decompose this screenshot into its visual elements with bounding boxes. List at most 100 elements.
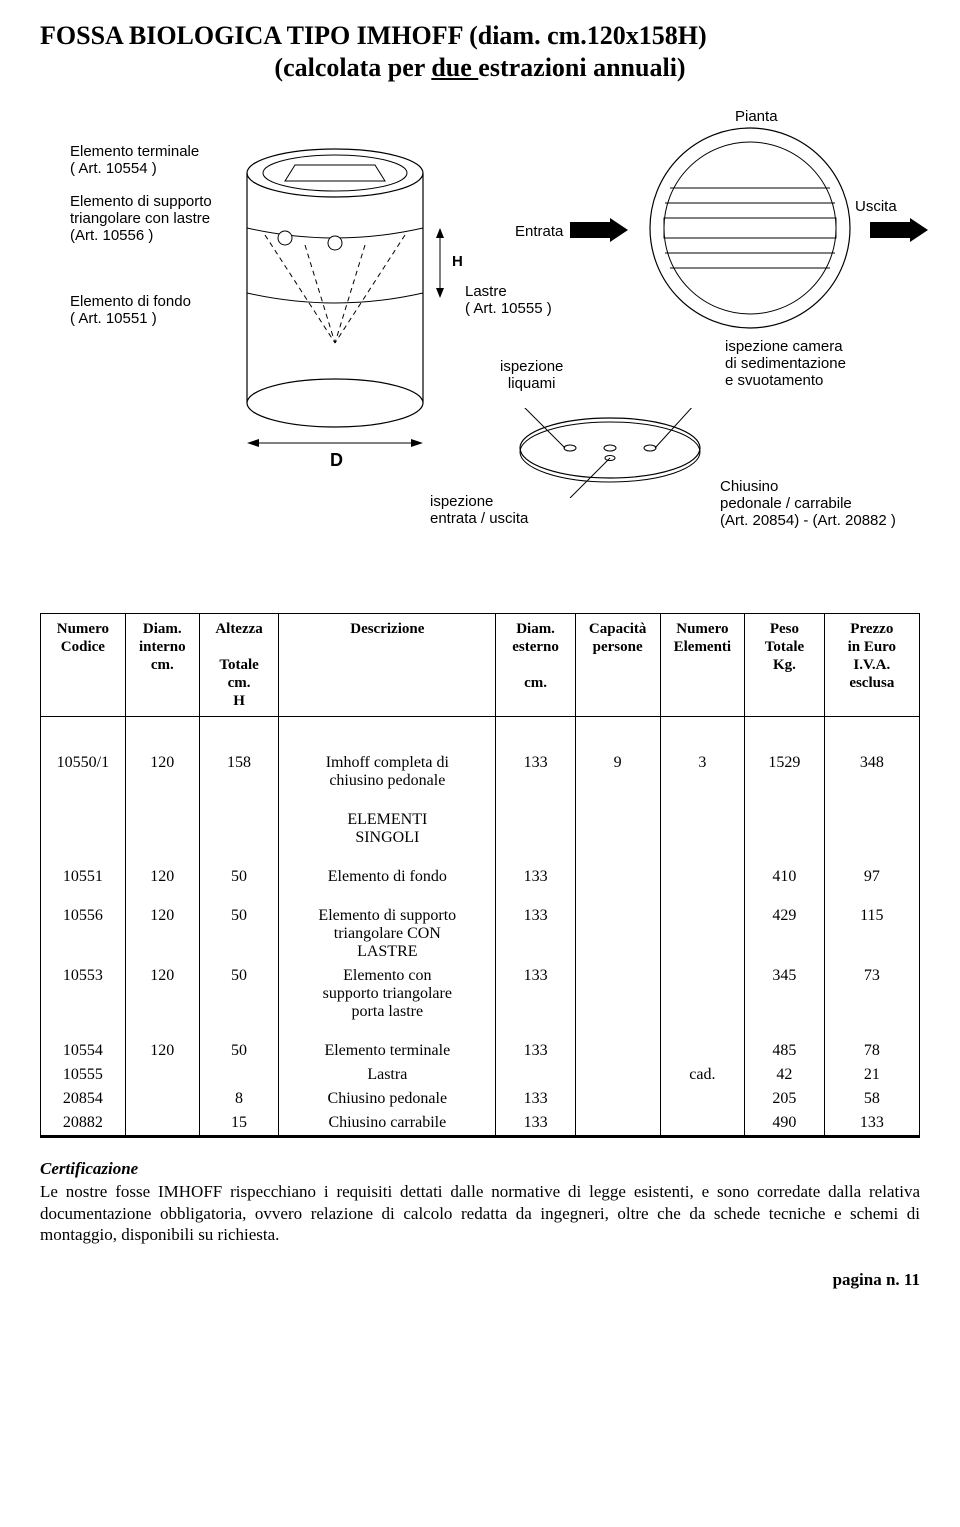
table-cell: Elemento di supporto triangolare CON LAS…: [279, 889, 496, 964]
table-cell: 50: [199, 964, 278, 1024]
table-cell: [575, 1063, 660, 1087]
table-cell: 50: [199, 850, 278, 889]
label-h: H: [452, 253, 463, 270]
table-cell: 490: [745, 1111, 824, 1137]
table-cell: cad.: [660, 1063, 745, 1087]
subtitle-underline: due: [431, 53, 478, 82]
table-cell: 133: [496, 1087, 575, 1111]
table-cell: [496, 793, 575, 850]
table-cell: 205: [745, 1087, 824, 1111]
table-cell: 73: [824, 964, 919, 1024]
certification: Certificazione Le nostre fosse IMHOFF ri…: [40, 1158, 920, 1245]
label-ispezione-liquami: ispezione liquami: [500, 358, 563, 393]
th-capacita: Capacità persone: [575, 613, 660, 716]
table-cell: 78: [824, 1024, 919, 1063]
label-pianta: Pianta: [735, 108, 778, 125]
table-cell: [125, 1087, 199, 1111]
table-cell: 348: [824, 736, 919, 793]
table-cell: [660, 850, 745, 889]
label-elem-terminale: Elemento terminale ( Art. 10554 ): [70, 143, 199, 178]
table-cell: [575, 793, 660, 850]
table-cell: 115: [824, 889, 919, 964]
cert-body: Le nostre fosse IMHOFF rispecchiano i re…: [40, 1182, 920, 1244]
table-row: 1055112050Elemento di fondo13341097: [41, 850, 920, 889]
table-cell: [575, 964, 660, 1024]
table-cell: 10553: [41, 964, 126, 1024]
table-cell: 120: [125, 889, 199, 964]
subtitle-post: estrazioni annuali): [478, 53, 685, 82]
table-cell: 133: [496, 850, 575, 889]
table-cell: Lastra: [279, 1063, 496, 1087]
table-cell: 410: [745, 850, 824, 889]
table-row: 2088215Chiusino carrabile133490133: [41, 1111, 920, 1137]
label-lastre: Lastre ( Art. 10555 ): [465, 283, 552, 318]
table-row: 10555 Lastra cad.4221: [41, 1063, 920, 1087]
table-cell: 485: [745, 1024, 824, 1063]
table-cell: ELEMENTI SINGOLI: [279, 793, 496, 850]
table-cell: 10556: [41, 889, 126, 964]
table-cell: 50: [199, 1024, 278, 1063]
th-codice: Numero Codice: [41, 613, 126, 716]
table-cell: [660, 1111, 745, 1137]
table-cell: [575, 1087, 660, 1111]
table-cell: [496, 1063, 575, 1087]
table-cell: [41, 793, 126, 850]
arrow-uscita: [870, 218, 930, 242]
table-cell: 10550/1: [41, 736, 126, 793]
table-cell: 10555: [41, 1063, 126, 1087]
page-number: pagina n. 11: [40, 1270, 920, 1290]
table-cell: [125, 1063, 199, 1087]
th-num-elem: Numero Elementi: [660, 613, 745, 716]
disk-drawing: [510, 408, 710, 498]
th-altezza: Altezza Totale cm. H: [199, 613, 278, 716]
table-cell: [199, 1063, 278, 1087]
table-cell: 10551: [41, 850, 126, 889]
cert-heading: Certificazione: [40, 1158, 920, 1179]
table-cell: [660, 964, 745, 1024]
label-d: D: [330, 450, 343, 471]
table-cell: 42: [745, 1063, 824, 1087]
table-cell: 429: [745, 889, 824, 964]
table-cell: 133: [496, 1111, 575, 1137]
table-cell: Elemento con supporto triangolare porta …: [279, 964, 496, 1024]
table-cell: [575, 889, 660, 964]
table-cell: 120: [125, 964, 199, 1024]
table-cell: 158: [199, 736, 278, 793]
table-cell: Elemento di fondo: [279, 850, 496, 889]
th-diam-int: Diam. interno cm.: [125, 613, 199, 716]
table-cell: 20882: [41, 1111, 126, 1137]
table-cell: Chiusino carrabile: [279, 1111, 496, 1137]
table-cell: [125, 793, 199, 850]
label-uscita: Uscita: [855, 198, 897, 215]
table-cell: 133: [496, 889, 575, 964]
table-cell: [660, 793, 745, 850]
table-row: ELEMENTI SINGOLI: [41, 793, 920, 850]
page-subtitle: (calcolata per due estrazioni annuali): [40, 53, 920, 83]
table-cell: 120: [125, 736, 199, 793]
table-row: 208548Chiusino pedonale13320558: [41, 1087, 920, 1111]
label-ispezione-entrata: ispezione entrata / uscita: [430, 493, 528, 528]
table-cell: 133: [496, 1024, 575, 1063]
table-cell: 8: [199, 1087, 278, 1111]
cylinder-drawing: [235, 143, 455, 463]
table-cell: 50: [199, 889, 278, 964]
table-cell: [575, 850, 660, 889]
table-row: 10550/1120158Imhoff completa di chiusino…: [41, 736, 920, 793]
table-cell: 58: [824, 1087, 919, 1111]
label-elem-supporto: Elemento di supporto triangolare con las…: [70, 193, 212, 245]
label-ispezione-camera: ispezione camera di sedimentazione e svu…: [725, 338, 846, 390]
table-cell: [575, 1111, 660, 1137]
table-cell: 10554: [41, 1024, 126, 1063]
diagram: H D Elemento terminale ( Art. 10554 ) El…: [70, 108, 890, 583]
plan-drawing: [625, 118, 875, 338]
th-descrizione: Descrizione: [279, 613, 496, 716]
table-cell: 9: [575, 736, 660, 793]
table-cell: 20854: [41, 1087, 126, 1111]
table-cell: 133: [496, 736, 575, 793]
label-chiusino: Chiusino pedonale / carrabile (Art. 2085…: [720, 478, 896, 530]
table-cell: [660, 1024, 745, 1063]
table-cell: 21: [824, 1063, 919, 1087]
th-prezzo: Prezzo in Euro I.V.A. esclusa: [824, 613, 919, 716]
table-row: 1055612050Elemento di supporto triangola…: [41, 889, 920, 964]
table-row: 1055312050Elemento con supporto triangol…: [41, 964, 920, 1024]
